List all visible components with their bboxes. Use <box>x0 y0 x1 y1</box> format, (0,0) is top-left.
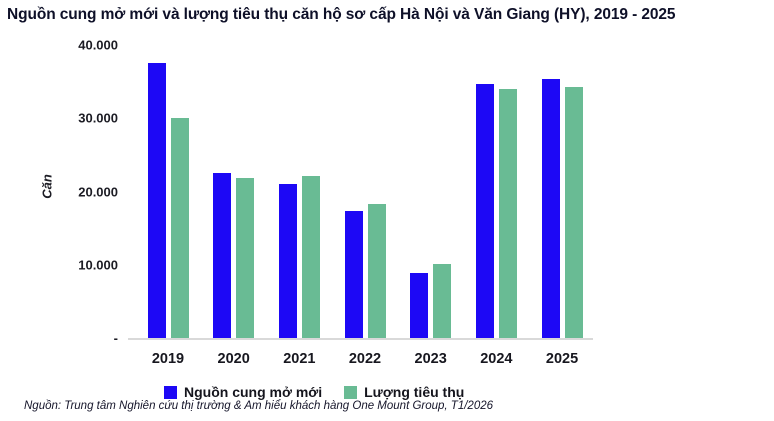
y-tick-label: 40.000 <box>78 37 118 53</box>
legend-item-absorption: Lượng tiêu thụ <box>344 384 464 400</box>
source-note: Nguồn: Trung tâm Nghiên cứu thị trường &… <box>24 400 494 412</box>
x-axis-label-2020: 2020 <box>217 351 250 367</box>
absorption-bar-2020 <box>236 177 255 338</box>
supply-bar-2022 <box>344 211 363 338</box>
y-tick-label: 10.000 <box>78 257 118 273</box>
absorption-bar-2025 <box>564 86 583 338</box>
legend-swatch-icon <box>344 385 358 399</box>
legend-label: Nguồn cung mở mới <box>184 384 323 400</box>
supply-bar-2020 <box>213 173 232 338</box>
x-axis-label-2019: 2019 <box>151 351 185 367</box>
y-tick-label: 30.000 <box>78 110 118 126</box>
x-axis-label-2022: 2022 <box>348 351 382 367</box>
chart-title: Nguồn cung mở mới và lượng tiêu thụ căn … <box>7 6 676 23</box>
absorption-bar-2021 <box>301 176 320 338</box>
y-tick-label: 20.000 <box>78 184 118 199</box>
plot-area <box>128 45 593 340</box>
x-axis-label-2023: 2023 <box>414 351 447 367</box>
supply-bar-2023 <box>410 272 429 338</box>
x-axis-label-2024: 2024 <box>480 351 513 367</box>
legend: Nguồn cung mở mới Lượng tiêu thụ <box>164 384 464 400</box>
absorption-bar-2019 <box>170 118 189 338</box>
y-tick-label: - <box>113 330 118 346</box>
absorption-bar-2023 <box>433 264 452 338</box>
legend-swatch-icon <box>164 385 177 399</box>
absorption-bar-2024 <box>498 88 517 338</box>
supply-bar-2019 <box>147 63 166 338</box>
legend-label: Lượng tiêu thụ <box>364 384 465 400</box>
x-axis-label-2025: 2025 <box>545 351 579 367</box>
supply-bar-2025 <box>541 78 560 338</box>
supply-bar-2024 <box>475 83 494 338</box>
supply-bar-2021 <box>278 184 297 338</box>
legend-item-supply: Nguồn cung mở mới <box>164 384 322 400</box>
x-axis-label-2021: 2021 <box>283 351 316 367</box>
absorption-bar-2022 <box>367 203 386 338</box>
